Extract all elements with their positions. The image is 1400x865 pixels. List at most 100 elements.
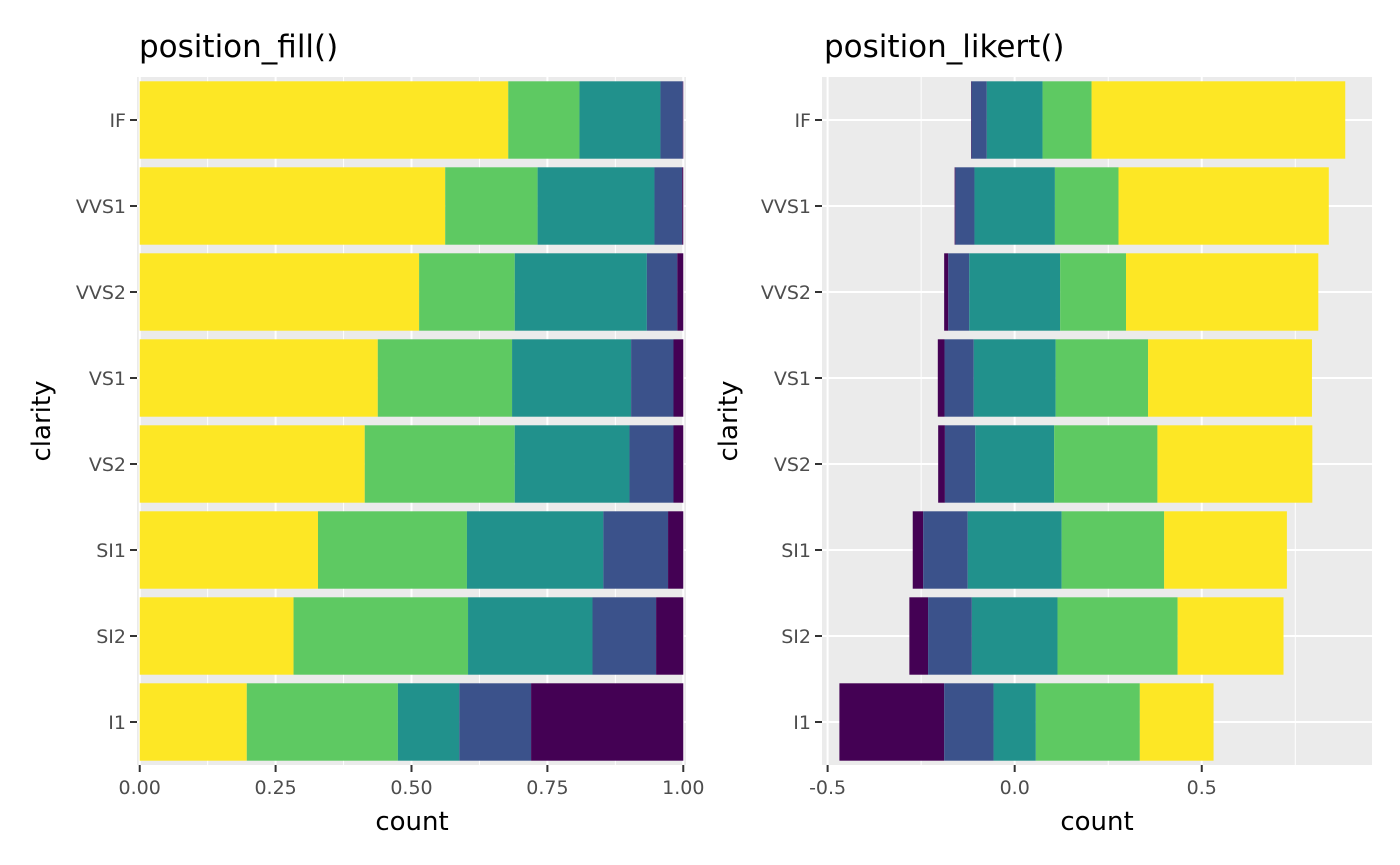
likert-bar-segment bbox=[944, 339, 974, 417]
likert-bar-segment bbox=[1055, 339, 1149, 417]
fill-bar-segment bbox=[377, 339, 513, 417]
likert-bar-segment bbox=[937, 339, 945, 417]
likert-bar-segment bbox=[912, 511, 924, 589]
fill-bar-segment bbox=[682, 167, 684, 245]
fill-bar-segment bbox=[139, 597, 294, 675]
likert-bar-segment bbox=[1091, 81, 1346, 159]
likert-bar-segment bbox=[971, 597, 1058, 675]
fill-bar-segment bbox=[139, 425, 365, 503]
fill-bar-segment bbox=[514, 425, 630, 503]
likert-bar-segment bbox=[944, 425, 976, 503]
fill-bar-segment bbox=[660, 81, 683, 159]
fill-chart-title: position_fill() bbox=[139, 29, 338, 65]
fill-bar-segment bbox=[139, 683, 247, 761]
fill-bar-segment bbox=[631, 339, 674, 417]
fill-bar-segment bbox=[246, 683, 398, 761]
fill-bar-segment bbox=[677, 253, 684, 331]
likert-bar-segment bbox=[1125, 253, 1319, 331]
fill-bar-segment bbox=[139, 511, 319, 589]
fill-y-tick-label: SI2 bbox=[96, 626, 126, 648]
likert-bar-segment bbox=[1054, 167, 1119, 245]
fill-bar-segment bbox=[364, 425, 515, 503]
likert-bar-segment bbox=[955, 167, 975, 245]
fill-bar-segment bbox=[139, 81, 509, 159]
fill-x-tick-label: 0.75 bbox=[526, 777, 568, 799]
fill-y-tick-label: VVS2 bbox=[76, 282, 126, 304]
fill-bar-segment bbox=[656, 597, 684, 675]
likert-bar-segment bbox=[1118, 167, 1329, 245]
likert-x-tick-label: 0.5 bbox=[1187, 777, 1217, 799]
fill-bar-segment bbox=[318, 511, 467, 589]
fill-bar-segment bbox=[419, 253, 515, 331]
likert-bar-segment bbox=[1164, 511, 1287, 589]
likert-bar-segment bbox=[1042, 81, 1092, 159]
fill-x-tick-label: 0.50 bbox=[390, 777, 432, 799]
fill-bar-segment bbox=[397, 683, 460, 761]
fill-bar-segment bbox=[603, 511, 669, 589]
likert-bar-segment bbox=[909, 597, 929, 675]
fill-x-tick-label: 0.00 bbox=[119, 777, 161, 799]
likert-y-tick-label: SI1 bbox=[781, 540, 811, 562]
likert-bar-segment bbox=[1061, 511, 1165, 589]
fill-bar-segment bbox=[682, 81, 684, 159]
fill-y-tick-label: VS2 bbox=[89, 454, 126, 476]
likert-bar-segment bbox=[1177, 597, 1284, 675]
fill-bar-segment bbox=[512, 339, 632, 417]
fill-bar-segment bbox=[654, 167, 683, 245]
likert-bar-segment bbox=[969, 253, 1061, 331]
fill-bar-segment bbox=[646, 253, 678, 331]
fill-bar-segment bbox=[592, 597, 657, 675]
fill-bar-segment bbox=[537, 167, 655, 245]
fill-x-tick-label: 1.00 bbox=[662, 777, 704, 799]
likert-panel: I1 SI2 SI1 VS2 VS1 VVS2 VVS1 IF -0.5 0.0 0.5 positi… bbox=[714, 29, 1372, 837]
likert-y-axis-title: clarity bbox=[714, 381, 744, 462]
fill-bar-segment bbox=[508, 81, 580, 159]
likert-bar-segment bbox=[954, 167, 956, 245]
fill-y-tick-label: I1 bbox=[108, 712, 126, 734]
fill-x-tick-label: 0.25 bbox=[254, 777, 296, 799]
fill-panel: I1 SI2 SI1 VS2 VS1 VVS2 VVS1 IF 0.00 0.25 0.50 0.75… bbox=[27, 29, 704, 837]
likert-bar-segment bbox=[1035, 683, 1140, 761]
likert-bar-segment bbox=[948, 253, 970, 331]
likert-bar-segment bbox=[944, 683, 994, 761]
likert-bar-segment bbox=[1054, 425, 1158, 503]
likert-bar-segment bbox=[971, 81, 987, 159]
fill-bar-segment bbox=[673, 339, 684, 417]
fill-y-tick-label: SI1 bbox=[96, 540, 126, 562]
likert-y-tick-label: VS1 bbox=[774, 368, 811, 390]
likert-y-tick-label: SI2 bbox=[781, 626, 811, 648]
fill-y-axis-title: clarity bbox=[27, 381, 57, 462]
likert-bar-segment bbox=[1148, 339, 1312, 417]
likert-y-tick-label: I1 bbox=[793, 712, 811, 734]
likert-x-tick-label: 0.0 bbox=[1000, 777, 1030, 799]
fill-bar-segment bbox=[468, 597, 593, 675]
likert-y-tick-label: VVS1 bbox=[761, 196, 811, 218]
likert-bar-segment bbox=[944, 253, 949, 331]
likert-bar-segment bbox=[967, 511, 1062, 589]
fill-bar-segment bbox=[579, 81, 661, 159]
fill-bar-segment bbox=[139, 339, 378, 417]
likert-bar-segment bbox=[923, 511, 968, 589]
fill-x-axis-title: count bbox=[375, 807, 448, 837]
likert-bar-segment bbox=[973, 339, 1056, 417]
likert-y-tick-label: VS2 bbox=[774, 454, 811, 476]
fill-bar-segment bbox=[668, 511, 684, 589]
fill-y-tick-label: VVS1 bbox=[76, 196, 126, 218]
fill-y-tick-label: IF bbox=[109, 110, 126, 132]
likert-x-axis-title: count bbox=[1060, 807, 1133, 837]
likert-y-tick-label: VVS2 bbox=[761, 282, 811, 304]
likert-chart-title: position_likert() bbox=[824, 29, 1065, 65]
fill-y-tick-label: VS1 bbox=[89, 368, 126, 390]
fill-bar-segment bbox=[293, 597, 469, 675]
likert-bar-segment bbox=[1057, 597, 1178, 675]
fill-bar-segment bbox=[514, 253, 647, 331]
likert-bar-segment bbox=[928, 597, 972, 675]
likert-bar-segment bbox=[839, 683, 945, 761]
likert-x-tick-label: -0.5 bbox=[809, 777, 846, 799]
likert-bar-segment bbox=[975, 425, 1055, 503]
likert-bar-segment bbox=[974, 167, 1055, 245]
fill-bar-segment bbox=[445, 167, 538, 245]
likert-bar-segment bbox=[938, 425, 945, 503]
likert-bar-segment bbox=[1139, 683, 1214, 761]
